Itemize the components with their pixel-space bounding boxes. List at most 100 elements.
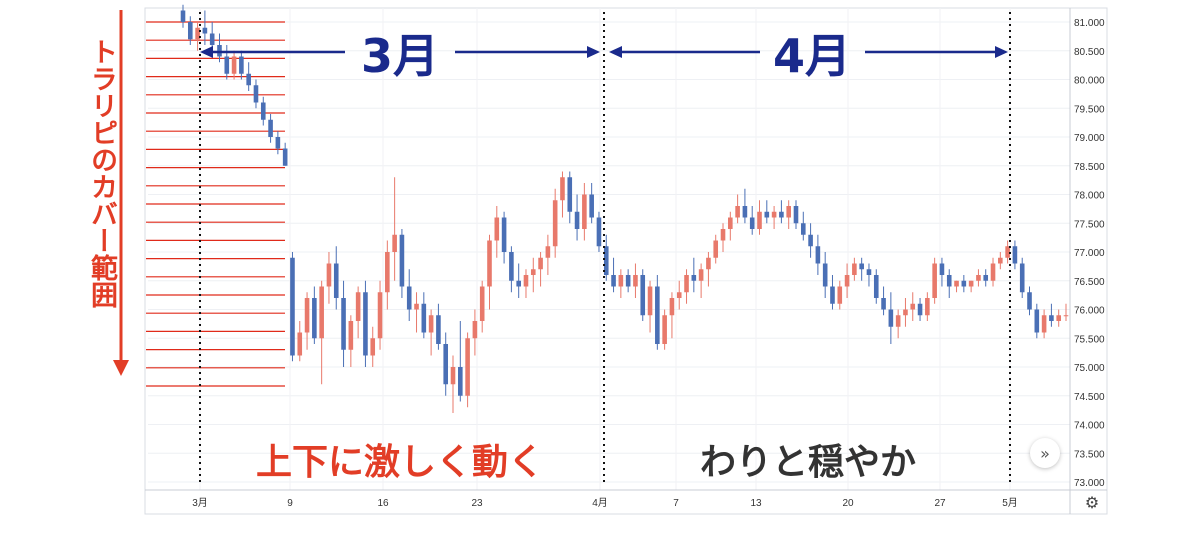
candle-body [925,298,930,316]
y-tick-label: 75.500 [1074,334,1105,345]
candle-body [319,286,324,339]
candle-body [312,298,317,339]
candle-body [545,246,551,258]
candle-body [735,206,740,218]
candle-body [363,292,368,356]
x-tick-label: 23 [471,498,483,509]
march-phase-label: 上下に激しく動く [256,442,544,483]
candle-body [1005,246,1010,258]
candle-body [873,275,879,298]
candle-body [968,280,974,287]
y-tick-label: 74.500 [1074,392,1105,403]
candle-body [253,85,259,103]
candle-body [749,217,755,229]
x-tick-label: 9 [287,498,293,509]
y-tick-label: 78.000 [1074,191,1105,202]
x-tick-label: 20 [842,498,854,509]
candle-body [231,56,237,74]
candle-body [582,194,587,229]
y-tick-label: 76.500 [1074,277,1105,288]
candle-body [808,234,813,247]
candle-body [596,217,602,247]
y-tick-label: 80.000 [1074,76,1105,87]
candle-body [881,298,886,310]
candle-body [443,344,449,385]
candle-body [304,298,310,333]
candle-body [961,280,967,287]
candle-body [793,206,799,224]
chart-settings-button[interactable]: ⚙ [1082,492,1102,512]
candle-body [487,240,492,287]
x-tick-label: 4月 [592,497,608,509]
candle-body [764,211,770,218]
candle-body [209,33,215,45]
candle-body [625,275,631,287]
candle-body [844,275,850,287]
candle-body [786,206,791,218]
candle-body [494,217,500,241]
candle-body [450,367,456,385]
candle-body [917,303,923,316]
candle-body [976,275,981,281]
april-label: 4月 [773,29,851,83]
candle-body [458,367,463,396]
candle-body [268,119,273,137]
candle-body [187,22,193,40]
candle-body [1049,315,1054,321]
x-tick-label: 5月 [1002,497,1018,509]
candle-body [655,286,660,344]
candle-body [946,275,952,287]
candle-body [895,315,901,327]
march-span-arrow: 3月 [200,29,600,83]
y-tick-label: 73.500 [1074,449,1105,460]
candle-body [888,309,894,327]
candle-body [852,263,857,275]
scroll-to-latest-button[interactable]: » [1030,438,1060,468]
candle-body [990,263,996,281]
candle-body [472,321,478,339]
y-tick-label: 80.500 [1074,47,1105,58]
candle-body [567,177,573,212]
candle-body [603,246,609,275]
candle-body [479,286,485,321]
candle-body [290,257,295,356]
candle-body [728,217,733,229]
candle-body [560,177,565,201]
candle-body [421,303,427,333]
candle-body [392,234,397,252]
candle-body [640,275,646,316]
x-tick-label: 7 [673,498,679,509]
candle-body [684,275,689,293]
candle-body [983,275,989,281]
candle-body [1012,246,1018,264]
candle-body [720,229,726,241]
april-phase-label: わりと穏やか [700,442,916,483]
candle-body [1034,309,1040,333]
candle-body [246,73,251,86]
candle-body [202,27,208,34]
candle-body [377,292,383,339]
candle-body [859,263,864,270]
candle-body [370,338,376,356]
candle-body [706,257,711,270]
candle-body [414,303,419,310]
candle-body [1063,315,1069,317]
candle-body [501,217,507,252]
candle-body [428,315,434,333]
trap-range-lines [146,21,285,387]
candle-body [275,137,281,149]
candle-body [516,280,521,287]
plot-frame [144,7,1108,515]
candle-body [260,102,266,120]
candle-body [385,252,390,293]
candle-body [669,298,675,316]
candle-body [297,332,303,356]
candle-body [552,200,558,247]
candle-body [326,263,332,287]
x-axis-ticks: 3月 9 16 23 4月 7 13 20 27 5月 [192,497,1018,509]
candle-body [910,303,916,310]
candle-body [1056,315,1062,321]
coverage-range-label: トラリピのカバー範囲 [86,38,117,308]
y-tick-label: 76.000 [1074,306,1105,317]
candle-body [538,257,543,270]
